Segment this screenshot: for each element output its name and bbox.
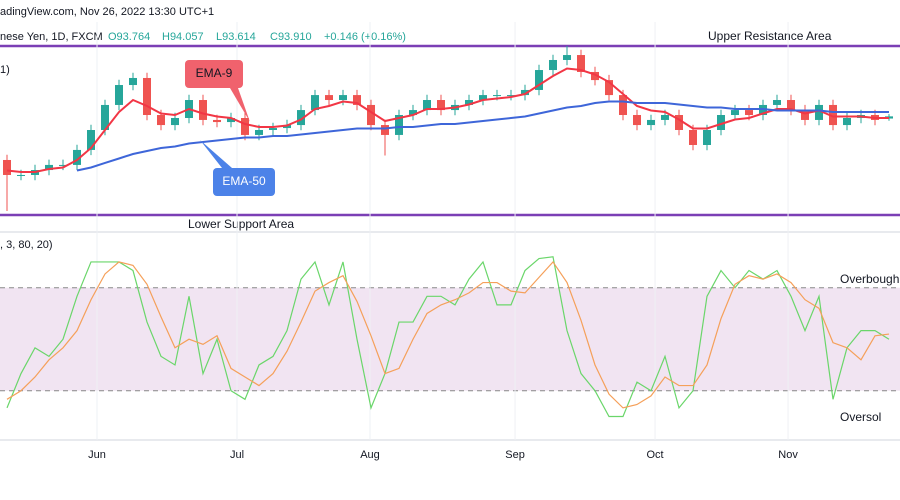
candle-body [297, 110, 305, 126]
ohlc-close: C93.910 [270, 31, 312, 43]
candle-body [227, 118, 235, 123]
ohlc-high: H94.057 [162, 31, 204, 43]
indicator-line [6, 260, 890, 409]
candle-body [409, 110, 417, 116]
symbol: nese Yen, 1D, FXCM [0, 31, 103, 43]
x-tick-label: Oct [646, 449, 663, 461]
candle-body [143, 77, 151, 116]
candle-body [73, 149, 81, 165]
candle-body [269, 128, 277, 130]
x-tick-label: Jul [230, 449, 244, 461]
candle-body [17, 174, 25, 176]
candle-body [171, 118, 179, 126]
candle-body [87, 130, 95, 150]
candle-body [339, 95, 347, 101]
candle-body [241, 118, 249, 135]
x-tick-label: Jun [88, 449, 106, 461]
candle-body [829, 104, 837, 126]
candle-body [843, 118, 851, 126]
ema9-pointer [230, 88, 250, 122]
ohlc-change: +0.146 (+0.16%) [324, 31, 406, 43]
candle-body [465, 100, 473, 105]
candle-body [325, 95, 333, 101]
candle-body [283, 125, 291, 129]
candle-body [563, 55, 571, 60]
ema50-pointer [200, 140, 232, 168]
candle-body [3, 159, 11, 175]
candle-body [703, 130, 711, 145]
candle-body [157, 115, 165, 126]
candle-body [101, 104, 109, 130]
indicator-line [76, 100, 889, 172]
level-label: Upper Resistance Area [708, 29, 832, 43]
indicator-line [6, 256, 890, 418]
candle-body [479, 95, 487, 101]
x-tick-label: Aug [360, 449, 380, 461]
candle-body [367, 104, 375, 126]
ema9-label: EMA-9 [196, 66, 233, 80]
candle-body [605, 80, 613, 96]
candle-body [381, 125, 389, 135]
candle-body [815, 104, 823, 120]
level-label: Lower Support Area [188, 217, 294, 231]
candle-body [45, 164, 53, 171]
candle-body [437, 100, 445, 111]
grid-layer: Upper Resistance Area Lower Support Area O… [0, 22, 900, 461]
ema9-callout [185, 60, 243, 88]
candle-body [591, 71, 599, 81]
candle-body [647, 119, 655, 126]
candle-body [521, 89, 529, 96]
ema50-label: EMA-50 [222, 174, 266, 188]
candle-body [689, 130, 697, 145]
candle-body [619, 95, 627, 116]
candle-body [731, 110, 739, 116]
candle-body [115, 85, 123, 105]
annotation-layer: EMA-9 EMA-50 [185, 60, 275, 196]
level-label: Overbough [840, 272, 899, 286]
x-tick-label: Sep [505, 449, 525, 461]
candle-body [633, 115, 641, 126]
level-label: Oversol [840, 410, 881, 424]
candle-body [549, 59, 557, 71]
candle-body [199, 100, 207, 120]
source-line: adingView.com, Nov 26, 2022 13:30 UTC+1 [0, 6, 214, 18]
candle-body [395, 115, 403, 135]
candle-body [661, 115, 669, 120]
ema50-callout [213, 168, 275, 196]
mark-layer [3, 46, 893, 418]
candle-body [773, 100, 781, 105]
candle-body [507, 95, 515, 97]
candle-body [311, 95, 319, 111]
candle-body [801, 110, 809, 120]
candle-body [577, 55, 585, 72]
stoch-band [0, 287, 900, 391]
candle-body [493, 95, 501, 97]
x-tick-label: Nov [778, 449, 798, 461]
candle-body [675, 115, 683, 130]
candle-body [213, 119, 221, 123]
indicator-line [6, 67, 889, 173]
candle-body [717, 115, 725, 130]
candle-body [745, 110, 753, 116]
candle-body [353, 95, 361, 105]
candle-body [255, 130, 263, 135]
candle-body [535, 70, 543, 90]
candle-body [59, 164, 67, 166]
candle-body [423, 100, 431, 111]
indicator-params: 1) [0, 64, 10, 76]
stoch-params: , 3, 80, 20) [0, 239, 53, 251]
candle-body [787, 100, 795, 111]
ohlc-open: O93.764 [108, 31, 150, 43]
ohlc-low: L93.614 [216, 31, 256, 43]
candle-body [129, 77, 137, 86]
